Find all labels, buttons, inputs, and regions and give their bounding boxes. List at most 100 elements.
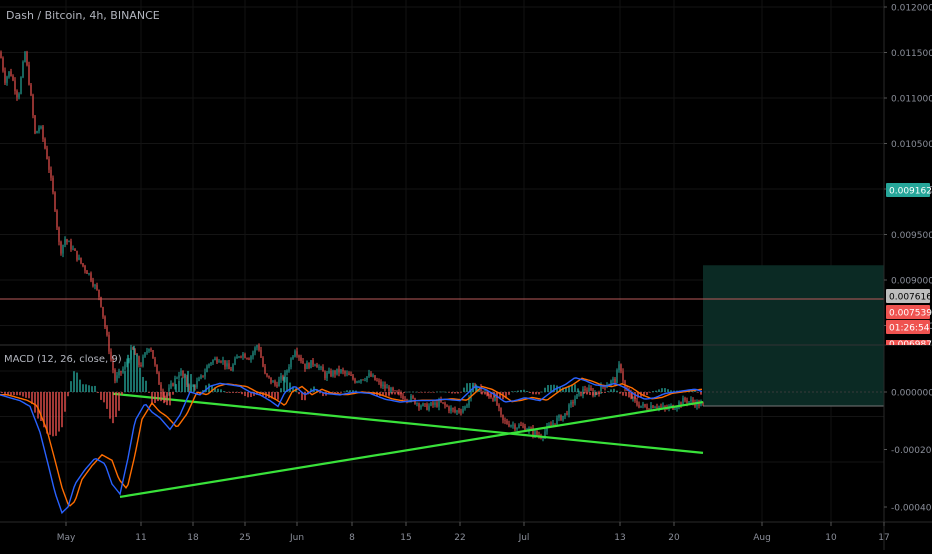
- macd-line: [0, 377, 703, 515]
- macd-histogram-bar: [232, 392, 234, 393]
- candle-body: [154, 358, 156, 365]
- macd-histogram-bar: [622, 392, 624, 396]
- candle-body: [266, 373, 268, 376]
- macd-histogram-bar: [529, 392, 531, 393]
- candle-body: [372, 375, 374, 377]
- macd-histogram-bar: [445, 391, 447, 393]
- macd-histogram-bar: [580, 392, 582, 393]
- candle-body: [78, 257, 80, 260]
- macd-histogram-bar: [637, 392, 639, 398]
- time-tick-label: 8: [349, 533, 355, 543]
- macd-histogram-bar: [298, 392, 300, 395]
- macd-histogram-bar: [517, 390, 519, 392]
- candle-body: [72, 248, 74, 250]
- candle-body: [390, 387, 392, 394]
- candle-body: [188, 384, 190, 391]
- macd-histogram-bar: [133, 345, 135, 392]
- macd-histogram-bar: [148, 392, 150, 393]
- candle-body: [12, 76, 14, 81]
- macd-histogram-bar: [289, 382, 291, 392]
- candle-body: [588, 387, 590, 392]
- target-price-badge-label: 0.009162: [889, 187, 932, 197]
- candle-body: [374, 375, 376, 381]
- candle-body: [458, 410, 460, 412]
- candle-body: [216, 358, 218, 363]
- candle-body: [84, 265, 86, 271]
- candle-body: [692, 399, 694, 403]
- macd-histogram-bar: [223, 391, 225, 392]
- candle-body: [202, 375, 204, 377]
- macd-histogram-bar: [595, 392, 597, 396]
- macd-histogram-bar: [115, 392, 117, 417]
- macd-histogram-bar: [1, 392, 3, 394]
- candle-body: [418, 403, 420, 408]
- candle-body: [232, 364, 234, 371]
- macd-histogram-bar: [400, 392, 402, 395]
- candle-body: [452, 408, 454, 410]
- price-tick-label: 0.009500: [891, 231, 932, 241]
- macd-histogram-bar: [592, 392, 594, 396]
- macd-histogram-bar: [478, 389, 480, 392]
- countdown-badge-label: 01:26:54: [889, 324, 930, 334]
- macd-histogram-bar: [550, 384, 552, 392]
- macd-histogram-bar: [286, 376, 288, 392]
- macd-histogram-bar: [91, 386, 93, 392]
- candle-body: [662, 405, 664, 407]
- candle-body: [132, 347, 134, 350]
- candle-body: [148, 348, 150, 352]
- price-tick-label: 0.012000: [891, 4, 932, 14]
- stop-price-badge-bg: [886, 305, 930, 319]
- candle-body: [340, 369, 342, 373]
- candle-body: [394, 390, 396, 392]
- time-tick-label: Jun: [289, 533, 304, 543]
- candle-body: [584, 389, 586, 391]
- macd-histogram-bar: [244, 392, 246, 397]
- candle-body: [134, 349, 136, 355]
- macd-histogram-bar: [418, 392, 420, 393]
- candle-body: [204, 372, 206, 377]
- candle-body: [634, 397, 636, 401]
- macd-histogram-bar: [388, 392, 390, 396]
- candle-body: [192, 385, 194, 387]
- candle-body: [208, 363, 210, 367]
- candle-body: [536, 431, 538, 435]
- macd-histogram-bar: [52, 392, 54, 437]
- time-tick-label: 25: [239, 533, 250, 543]
- candle-body: [572, 401, 574, 404]
- candle-body: [156, 364, 158, 373]
- candle-body: [0, 52, 2, 59]
- candle-body: [562, 415, 564, 421]
- time-tick-label: 18: [187, 533, 199, 543]
- macd-histogram-bar: [280, 388, 282, 392]
- macd-histogram-bar: [415, 391, 417, 393]
- candle-body: [640, 405, 642, 408]
- candle-body: [432, 402, 434, 405]
- candle-body: [302, 361, 304, 364]
- candle-body: [28, 65, 30, 85]
- candle-body: [50, 169, 52, 178]
- candle-body: [448, 406, 450, 411]
- macd-histogram-bar: [586, 392, 588, 395]
- macd-histogram-bar: [604, 392, 606, 393]
- price-axis: 0.0120000.0115000.0110000.0105000.010000…: [884, 4, 932, 332]
- macd-histogram-bar: [421, 392, 423, 393]
- candle-body: [644, 404, 646, 407]
- macd-histogram-bar: [466, 383, 468, 392]
- candle-body: [276, 384, 278, 387]
- macd-histogram-bar: [553, 384, 555, 392]
- candle-body: [604, 386, 606, 388]
- candle-body: [92, 280, 94, 286]
- candle-body: [334, 370, 336, 375]
- macd-histogram-bar: [343, 391, 345, 393]
- candle-body: [606, 385, 608, 388]
- candle-body: [402, 395, 404, 400]
- candle-body: [528, 428, 530, 431]
- macd-histogram-bar: [19, 392, 21, 396]
- candle-body: [90, 273, 92, 281]
- candle-body: [260, 350, 262, 358]
- candle-body: [124, 364, 126, 369]
- candle-body: [220, 361, 222, 363]
- macd-histogram-bar: [247, 392, 249, 398]
- macd-histogram-bar: [448, 392, 450, 393]
- candle-body: [206, 366, 208, 373]
